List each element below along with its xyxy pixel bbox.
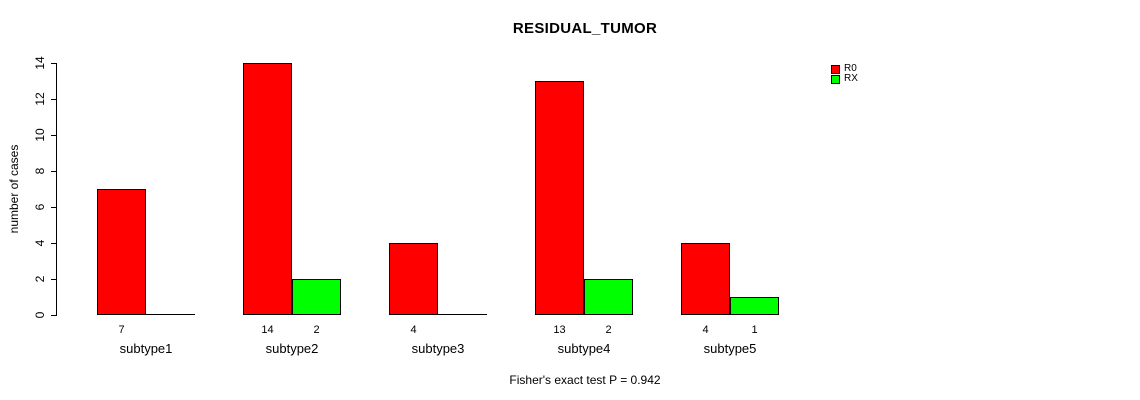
bar-rx-subtype2 (292, 279, 341, 315)
y-tick-mark (51, 243, 56, 244)
bar-value-label-rx-subtype4: 2 (605, 324, 612, 336)
bar-r0-subtype2 (243, 63, 292, 315)
y-tick-mark (51, 135, 56, 136)
bar-r0-subtype4 (535, 81, 584, 315)
legend: R0 RX (831, 64, 858, 84)
bar-r0-subtype1 (97, 189, 146, 315)
bar-rx-subtype3-zero (438, 314, 487, 315)
bar-rx-subtype5 (730, 297, 779, 315)
category-label-subtype4: subtype4 (557, 341, 611, 356)
legend-swatch-r0 (831, 64, 840, 74)
bar-value-label-rx-subtype5: 1 (751, 324, 758, 336)
y-tick-label: 6 (33, 203, 47, 211)
bar-rx-subtype1-zero (146, 314, 195, 315)
bar-value-label-r0-subtype2: 14 (261, 324, 274, 336)
bar-value-label-rx-subtype2: 2 (313, 324, 320, 336)
y-tick-label: 14 (33, 56, 47, 70)
y-axis-line (56, 63, 57, 316)
bar-r0-subtype5 (681, 243, 730, 315)
y-tick-mark (51, 279, 56, 280)
y-tick-label: 8 (33, 167, 47, 175)
y-tick-label: 10 (33, 128, 47, 142)
y-tick-mark (51, 63, 56, 64)
legend-label-rx: RX (844, 73, 858, 84)
legend-item-r0: R0 (831, 64, 858, 74)
y-tick-label: 12 (33, 92, 47, 106)
y-tick-mark (51, 207, 56, 208)
y-tick-mark (51, 99, 56, 100)
bar-value-label-r0-subtype5: 4 (702, 324, 709, 336)
legend-label-r0: R0 (844, 63, 857, 74)
bar-rx-subtype4 (584, 279, 633, 315)
y-tick-label: 0 (33, 311, 47, 319)
y-tick-mark (51, 171, 56, 172)
legend-swatch-rx (831, 74, 840, 84)
bar-r0-subtype3 (389, 243, 438, 315)
category-label-subtype1: subtype1 (119, 341, 173, 356)
category-label-subtype2: subtype2 (265, 341, 319, 356)
category-label-subtype3: subtype3 (411, 341, 465, 356)
bar-value-label-r0-subtype4: 13 (553, 324, 566, 336)
y-tick-mark (51, 315, 56, 316)
bar-value-label-r0-subtype3: 4 (410, 324, 417, 336)
legend-item-rx: RX (831, 74, 858, 84)
annotation-text: Fisher's exact test P = 0.942 (509, 373, 661, 387)
chart-title: RESIDUAL_TUMOR (512, 20, 658, 37)
bar-value-label-r0-subtype1: 7 (118, 324, 125, 336)
y-tick-label: 2 (33, 275, 47, 283)
y-tick-label: 4 (33, 239, 47, 247)
category-label-subtype5: subtype5 (703, 341, 757, 356)
